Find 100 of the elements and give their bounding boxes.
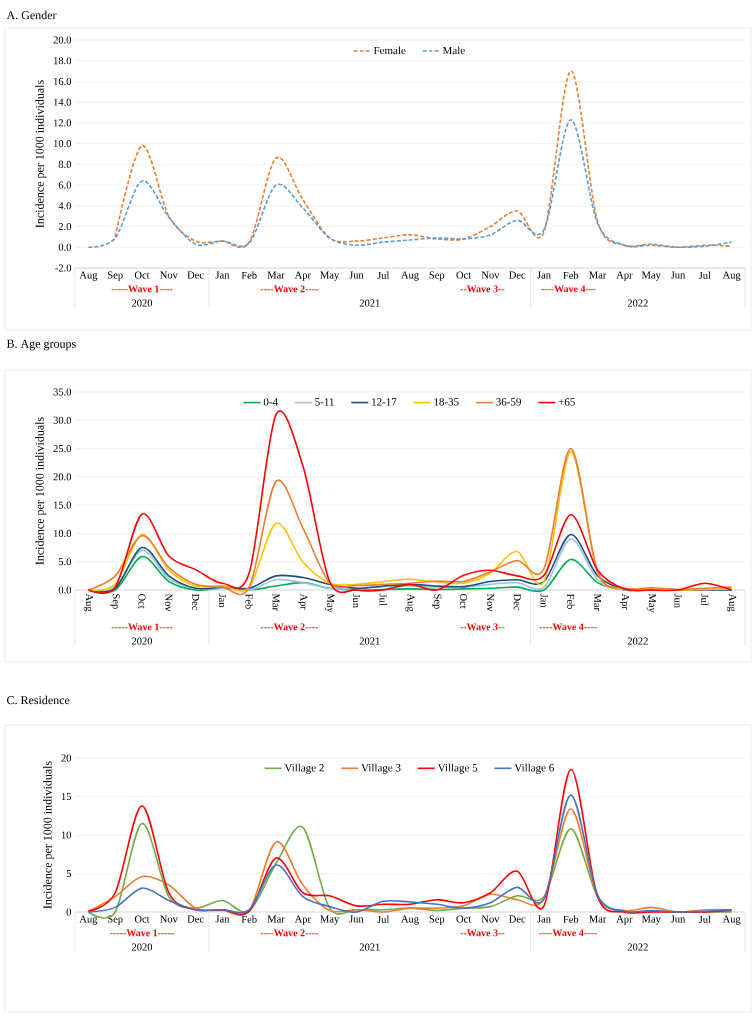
text: 2020 [131,299,153,307]
text: ----Wave 4---- [539,929,597,937]
x-tick-label: Jun [352,593,360,608]
x-tick-label: Jan [540,593,548,608]
text: --Wave 3-- [460,623,505,631]
x-tick-label: Aug [727,593,737,612]
x-tick-label: May [641,271,661,281]
y-tick-label: 5.0 [58,558,72,566]
legend-label: 5-11 [315,398,334,406]
text: ----Wave 4---- [539,623,597,631]
x-tick-label: Jul [379,593,387,606]
x-tick-label: Mar [267,915,285,923]
x-tick-label: Dec [192,593,200,611]
y-tick-label: 18.0 [54,57,72,65]
y-tick-label: 0.0 [58,243,72,251]
x-tick-label: Jun [674,593,682,608]
x-tick-label: Aug [405,593,415,612]
x-tick-label: Oct [134,271,150,279]
legend-label: 36-59 [496,398,521,406]
y-tick-label: 20.0 [53,36,72,44]
text: ----Wave 2---- [260,929,319,937]
x-tick-label: Jan [218,593,226,608]
x-tick-label: Aug [401,915,419,925]
legend-label: Village 6 [514,763,554,774]
text: 2022 [627,943,648,951]
x-tick-label: Feb [241,271,257,279]
x-tick-label: Nov [486,593,494,612]
x-tick-label: Mar [267,271,285,279]
line-series [87,118,733,249]
x-tick-label: Dec [509,271,526,279]
y-tick-label: 12.0 [54,119,72,127]
x-tick-label: Sep [110,594,120,609]
x-tick-label: Nov [481,915,500,923]
x-tick-label: Oct [456,915,472,923]
x-tick-label: Oct [460,593,468,609]
chart-title: A. Gender [6,10,57,20]
y-tick-label: 14.0 [54,98,72,106]
x-tick-label: Oct [138,593,146,609]
text: ----Wave 4--- [541,285,596,293]
legend-label: Village 3 [361,763,401,774]
text: -----Wave 1----- [110,929,174,937]
x-tick-label: Jan [215,915,230,923]
x-tick-label: Feb [567,593,575,609]
x-tick-label: Apr [616,915,633,925]
x-tick-label: Jan [537,915,551,923]
x-tick-label: Sep [432,594,442,609]
x-tick-label: Sep [429,915,445,925]
x-tick-label: Dec [513,593,521,611]
x-tick-label: Sep [429,271,445,281]
y-tick-label: 16.0 [54,77,72,86]
y-tick-label: 20.0 [53,473,72,481]
y-tick-label: 10.0 [54,140,72,148]
x-tick-label: May [646,593,656,613]
y-axis-title: Incidence per 1000 individuals [35,417,47,565]
x-tick-label: Jan [215,271,230,279]
x-tick-label: Mar [589,915,607,923]
x-tick-label: Jun [670,915,686,923]
x-tick-label: Aug [83,593,93,612]
y-tick-label: 15 [61,792,72,801]
text: --Wave 3-- [460,285,505,293]
legend-label: Male [442,46,465,55]
text: 2020 [131,637,153,645]
x-tick-label: Jul [377,271,390,279]
legend-label: 18-35 [434,398,459,406]
y-tick-label: 10.0 [54,529,72,537]
x-tick-label: Jun [349,915,364,923]
x-tick-label: Aug [79,271,98,281]
x-tick-label: May [641,915,661,925]
x-tick-label: Oct [134,915,150,923]
y-axis-title: Incidence per 1000 individuals [35,80,47,228]
y-tick-label: 0 [66,908,72,916]
x-tick-label: Aug [401,271,419,281]
text: 2022 [627,299,648,307]
x-tick-label: Apr [294,915,311,925]
x-tick-label: Dec [187,271,204,279]
y-tick-label: 10 [61,831,72,839]
y-tick-label: 25.0 [53,445,72,453]
x-tick-label: Aug [722,271,741,281]
legend-label: Female [373,46,406,55]
text: 2021 [359,299,380,307]
x-tick-label: May [325,593,335,613]
x-tick-label: Mar [594,593,602,611]
text: ----Wave 2---- [260,285,319,293]
x-tick-label: Jun [349,271,364,279]
x-tick-label: Aug [79,915,98,925]
x-tick-label: Nov [481,271,500,279]
x-tick-label: Feb [241,915,257,923]
y-axis-title: Incidence per 1000 individuals [43,761,55,909]
legend-label: +65 [558,398,575,406]
x-tick-label: Aug [722,915,741,925]
text: ----Wave 2---- [260,623,319,631]
x-tick-label: Nov [165,593,173,612]
legend-label: 0-4 [263,398,278,406]
y-tick-label: 0.0 [58,586,72,594]
x-tick-label: Dec [187,915,204,923]
text: 2020 [131,943,153,951]
x-tick-label: May [320,915,340,925]
y-tick-label: 2.0 [58,222,72,231]
x-tick-label: Jul [377,915,390,923]
y-tick-label: 35.0 [53,388,72,396]
